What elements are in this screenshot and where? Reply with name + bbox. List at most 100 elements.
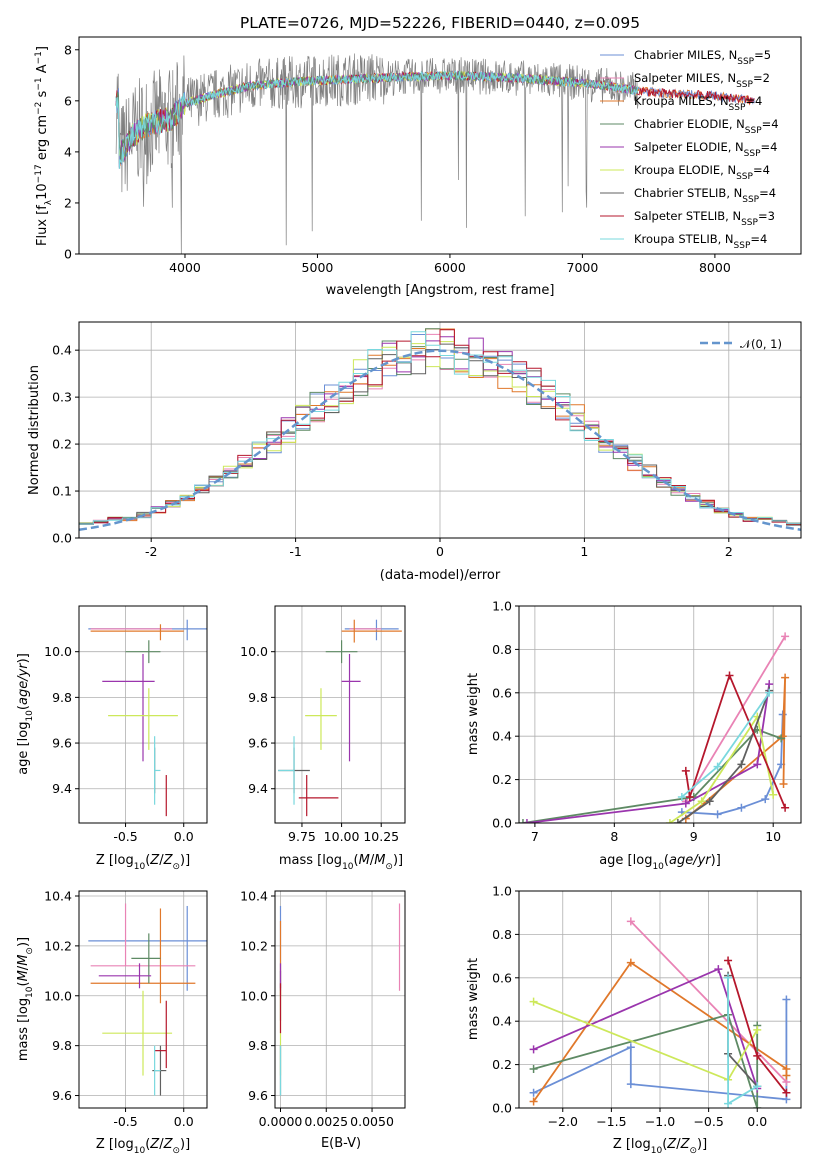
- x-tick-label: 7: [531, 829, 539, 844]
- x-tick-label: -0.5: [113, 829, 137, 844]
- weight-line-chabrier_stelib: [677, 690, 771, 823]
- legend-item: Kroupa STELIB, NSSP=4: [634, 232, 767, 251]
- histogram-salpeter_stelib: [79, 329, 801, 525]
- weight-marker-chabrier_elodie: [529, 1064, 538, 1073]
- y-tick-label: 6: [64, 93, 72, 108]
- legend-item: Kroupa ELODIE, NSSP=4: [634, 163, 770, 182]
- y-tick-label: 10.0: [240, 988, 268, 1003]
- weight-line-salpeter_elodie: [526, 683, 771, 823]
- weight-marker-kroupa_stelib: [677, 792, 686, 801]
- weight-line-kroupa_elodie: [669, 714, 775, 823]
- spectrum-data: [115, 53, 639, 254]
- age_vs_mass-plot-area: [278, 619, 402, 817]
- weight-marker-chabrier_miles: [626, 1043, 635, 1052]
- legend-item: Chabrier MILES, NSSP=5: [634, 48, 771, 67]
- y-tick-label: 0.2: [492, 1057, 512, 1072]
- y-tick-label: 10.4: [240, 888, 268, 903]
- y-tick-label: 0.0: [492, 816, 512, 831]
- y-tick-label: 10.2: [44, 938, 72, 953]
- axes-frame: [274, 605, 406, 824]
- x-tick-label: -2: [145, 544, 157, 559]
- legend-item: Salpeter MILES, NSSP=2: [634, 71, 770, 90]
- y-tick-label: 0.1: [52, 484, 72, 499]
- y-tick-label: 0.4: [52, 343, 72, 358]
- y-tick-label: 8: [64, 42, 72, 57]
- y-tick-label: 10.0: [240, 644, 268, 659]
- y-tick-label: 2: [64, 195, 72, 210]
- y-axis-label: mass [log10(M/M⊙)]: [16, 937, 35, 1061]
- x-tick-label: 0: [436, 544, 444, 559]
- weight_vs_Z-plot-area: [529, 917, 791, 1108]
- weight-marker-kroupa_elodie: [753, 1025, 762, 1034]
- weight-marker-kroupa_stelib: [753, 1082, 762, 1091]
- weight-marker-chabrier_miles: [782, 995, 791, 1004]
- weight-marker-chabrier_miles: [529, 1088, 538, 1097]
- y-tick-label: 4: [64, 144, 72, 159]
- weight_vs_Z-axes: −2.0 −1.5 −1.0 −0.5 0.0 0.0 0.2 0.4 0.6 0.8 1.0: [492, 884, 802, 1129]
- weight-marker-salpeter_stelib: [725, 671, 734, 680]
- y-tick-label: 0.8: [492, 927, 512, 942]
- y-tick-label: 9.6: [248, 736, 268, 751]
- x-tick-label: 0.0050: [350, 1114, 394, 1129]
- age_vs_Z-axes: -0.5 0.0 9.4 9.6 9.8 10.0: [44, 605, 208, 844]
- x-tick-label: −0.5: [693, 1114, 723, 1129]
- weight_vs_age-plot-area: [519, 632, 790, 823]
- x-tick-label: 4000: [169, 260, 201, 275]
- weight-marker-kroupa_elodie: [697, 797, 706, 806]
- mass_vs_ebv-plot-area: [279, 903, 401, 1096]
- y-tick-label: 0.4: [492, 729, 512, 744]
- y-tick-label: 9.8: [52, 690, 72, 705]
- weight-marker-kroupa_miles: [779, 779, 788, 788]
- weight-marker-salpeter_elodie: [529, 1045, 538, 1054]
- x-tick-label: 8000: [699, 260, 731, 275]
- weight-marker-salpeter_stelib: [724, 956, 733, 965]
- weight-line-chabrier_miles: [681, 714, 784, 816]
- weight-marker-salpeter_elodie: [681, 799, 690, 808]
- weight-marker-kroupa_elodie: [769, 790, 778, 799]
- weight-marker-chabrier_stelib: [705, 797, 714, 806]
- y-tick-label: 10.0: [44, 988, 72, 1003]
- weight-marker-salpeter_stelib: [681, 766, 690, 775]
- x-tick-label: -1: [289, 544, 301, 559]
- histogram-frame: [78, 321, 802, 539]
- y-tick-label: 0.2: [52, 437, 72, 452]
- x-tick-label: −2.0: [548, 1114, 578, 1129]
- weight-line-chabrier_elodie: [522, 728, 782, 823]
- weight-marker-chabrier_elodie: [753, 1104, 762, 1108]
- weight-marker-salpeter_stelib: [753, 1051, 762, 1060]
- mass_vs_Z-plot-area: [88, 903, 207, 1096]
- y-tick-label: 10.0: [44, 644, 72, 659]
- y-tick-label: 9.6: [52, 736, 72, 751]
- weight-marker-kroupa_stelib: [765, 688, 774, 697]
- weight-marker-chabrier_stelib: [737, 760, 746, 769]
- age_vs_mass-axes: 9.75 10.00 10.25 9.4 9.6 9.8 10.0: [240, 605, 406, 844]
- y-tick-label: 0.8: [492, 642, 512, 657]
- x-tick-label: −1.5: [596, 1114, 626, 1129]
- weight-marker-chabrier_elodie: [777, 734, 786, 743]
- age_vs_Z-plot-area: [88, 619, 207, 817]
- weight-marker-chabrier_elodie: [519, 819, 527, 823]
- x-tick-label: 7000: [567, 260, 599, 275]
- weight-line-salpeter_elodie: [533, 967, 759, 1089]
- x-tick-label: -0.5: [113, 1114, 137, 1129]
- y-tick-label: 0.0: [492, 1101, 512, 1116]
- y-tick-label: 9.8: [52, 1038, 72, 1053]
- x-tick-label: 0.0000: [259, 1114, 303, 1129]
- y-tick-label: 0.6: [492, 970, 512, 985]
- normal-curve: [79, 349, 801, 532]
- x-axis-label: (data-model)/error: [380, 568, 501, 583]
- weight-marker-kroupa_stelib: [713, 762, 722, 771]
- x-tick-label: 10: [765, 829, 781, 844]
- weight-line-kroupa_elodie: [533, 1000, 758, 1081]
- weight-line-kroupa_miles: [685, 677, 786, 820]
- x-tick-label: 10.00: [324, 829, 360, 844]
- x-axis-label: E(B-V): [321, 1136, 361, 1151]
- y-tick-label: 0.0: [52, 531, 72, 546]
- y-tick-label: 10.4: [44, 888, 72, 903]
- x-tick-label: 9: [690, 829, 698, 844]
- weight-marker-salpeter_stelib: [781, 803, 790, 812]
- axes-frame: [78, 890, 208, 1109]
- x-axis-label: wavelength [Angstrom, rest frame]: [326, 283, 555, 298]
- weight-marker-salpeter_elodie: [522, 819, 531, 823]
- weight-marker-kroupa_elodie: [529, 997, 538, 1006]
